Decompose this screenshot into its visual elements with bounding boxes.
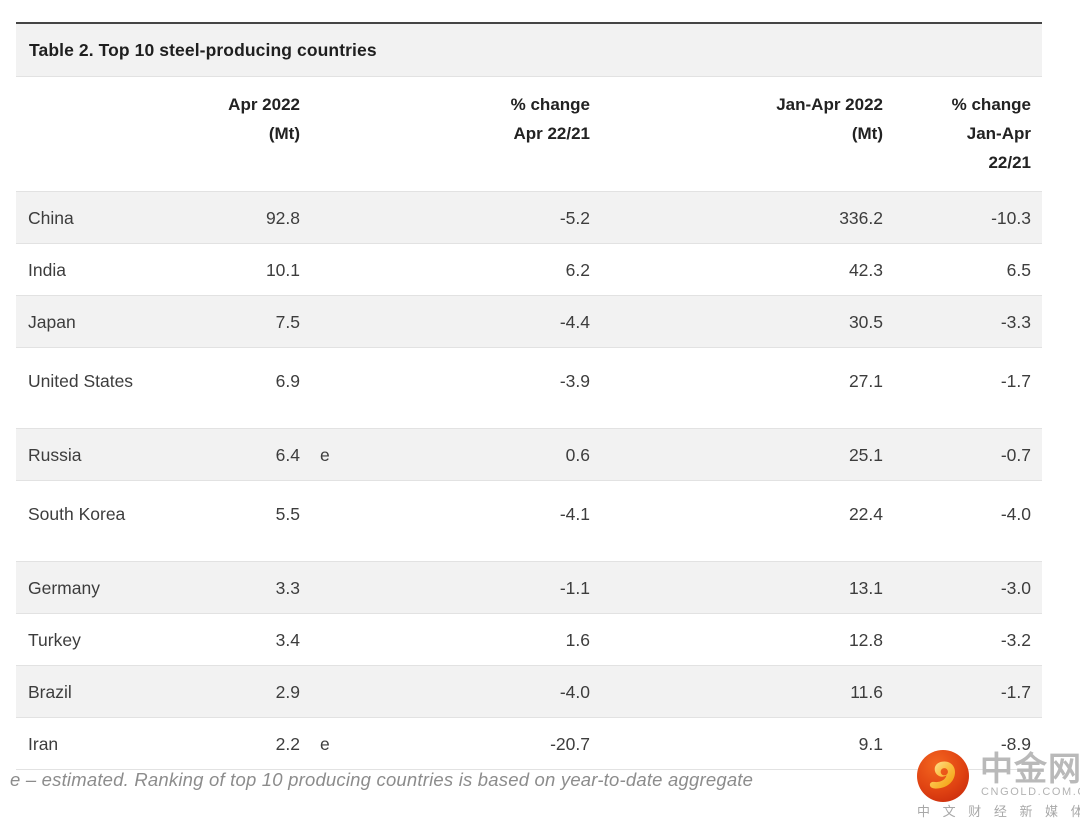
cell-pct-change-apr: -3.9 [559,371,590,391]
cell-country: Iran [28,734,59,754]
cell-pct-change-jan-apr: -4.0 [1000,504,1031,524]
cell-apr-mt: 5.5 [275,504,300,524]
table-header-row: Apr 2022 (Mt) % change Apr 22/21 Jan-Apr… [16,77,1042,192]
cell-pct-change-apr: 0.6 [565,445,590,465]
table-row: India 10.1 6.2 42.3 6.5 [16,244,1042,296]
cell-pct-change-jan-apr: -10.3 [991,208,1031,228]
cell-country: Russia [28,445,82,465]
table-row: Iran 2.2 e -20.7 9.1 -8.9 [16,718,1042,770]
cell-apr-mt: 2.2 [275,734,300,754]
cell-jan-apr-mt: 9.1 [858,734,883,754]
table-row: Japan 7.5 -4.4 30.5 -3.3 [16,296,1042,348]
cell-pct-change-apr: -20.7 [550,734,590,754]
cell-pct-change-apr: 1.6 [565,630,590,650]
cell-country: Turkey [28,630,81,650]
table-footnote: e – estimated. Ranking of top 10 produci… [10,769,754,790]
header-apr-2022-mt: Apr 2022 (Mt) [228,95,300,143]
cell-estimated-flag [300,488,342,540]
steel-production-table: Table 2. Top 10 steel-producing countrie… [16,22,1042,770]
cell-estimated-flag [300,614,342,666]
cell-country: United States [28,371,134,391]
table-row: South Korea 5.5 -4.1 22.4 -4.0 [16,481,1042,562]
cell-pct-change-jan-apr: 6.5 [1006,260,1031,280]
cell-pct-change-jan-apr: -3.0 [1000,578,1031,598]
cngold-cloud-icon [917,750,969,802]
cell-estimated-flag: e [320,445,330,465]
cell-pct-change-jan-apr: -0.7 [1000,445,1031,465]
table-body: China 92.8 -5.2 336.2 -10.3 India 10.1 6… [16,192,1042,770]
cell-jan-apr-mt: 42.3 [848,260,883,280]
header-country [16,90,188,177]
cell-pct-change-apr: -5.2 [559,208,590,228]
cell-jan-apr-mt: 30.5 [848,312,883,332]
cell-pct-change-apr: -4.1 [559,504,590,524]
cell-jan-apr-mt: 27.1 [848,371,883,391]
cell-apr-mt: 6.4 [275,445,300,465]
table-row: Germany 3.3 -1.1 13.1 -3.0 [16,562,1042,614]
cell-pct-change-jan-apr: -3.3 [1000,312,1031,332]
cell-pct-change-apr: -4.4 [559,312,590,332]
cell-apr-mt: 7.5 [275,312,300,332]
cell-apr-mt: 10.1 [265,260,300,280]
table-row: Turkey 3.4 1.6 12.8 -3.2 [16,614,1042,666]
cell-apr-mt: 3.3 [275,578,300,598]
cell-pct-change-jan-apr: -1.7 [1000,682,1031,702]
cell-estimated-flag [300,666,342,718]
table-row: China 92.8 -5.2 336.2 -10.3 [16,192,1042,244]
cell-estimated-flag [300,244,342,296]
cell-country: Brazil [28,682,72,702]
cell-jan-apr-mt: 22.4 [848,504,883,524]
cell-apr-mt: 3.4 [275,630,300,650]
header-estimated-flag-spacer [300,90,342,177]
cell-jan-apr-mt: 11.6 [850,682,883,702]
cell-apr-mt: 6.9 [275,371,300,391]
cell-jan-apr-mt: 336.2 [839,208,883,228]
header-jan-apr-2022-mt: Jan-Apr 2022 (Mt) [776,95,883,143]
cell-country: India [28,260,66,280]
cngold-watermark: 中金网 CNGOLD.COM.CN 中 文 财 经 新 媒 体 [917,748,1080,819]
cell-country: China [28,208,74,228]
cell-estimated-flag [300,562,342,614]
cell-pct-change-jan-apr: -3.2 [1000,630,1031,650]
cell-jan-apr-mt: 13.1 [848,578,883,598]
cell-jan-apr-mt: 25.1 [848,445,883,465]
cell-pct-change-jan-apr: -1.7 [1000,371,1031,391]
cngold-logo-text: 中金网 [980,749,1080,788]
table-row: Russia 6.4 e 0.6 25.1 -0.7 [16,429,1042,481]
cell-pct-change-apr: -1.1 [559,578,590,598]
header-pct-change-jan-apr: % change Jan-Apr 22/21 [951,95,1031,172]
cngold-domain-text: CNGOLD.COM.CN [981,786,1080,798]
cell-estimated-flag [300,355,342,407]
cell-estimated-flag [300,192,342,244]
cell-jan-apr-mt: 12.8 [848,630,883,650]
cell-pct-change-apr: -4.0 [559,682,590,702]
cell-country: Germany [28,578,100,598]
cell-country: South Korea [28,504,126,524]
cell-estimated-flag [300,296,342,348]
cell-pct-change-jan-apr: -8.9 [1000,734,1031,754]
cell-estimated-flag: e [320,734,330,754]
cell-apr-mt: 2.9 [275,682,300,702]
table-row: Brazil 2.9 -4.0 11.6 -1.7 [16,666,1042,718]
cell-country: Japan [28,312,76,332]
cell-pct-change-apr: 6.2 [565,260,590,280]
table-title: Table 2. Top 10 steel-producing countrie… [16,24,1042,77]
table-row: United States 6.9 -3.9 27.1 -1.7 [16,348,1042,429]
cell-apr-mt: 92.8 [265,208,300,228]
header-pct-change-apr: % change Apr 22/21 [510,95,590,143]
cngold-tagline-text: 中 文 财 经 新 媒 体 [917,804,1080,819]
